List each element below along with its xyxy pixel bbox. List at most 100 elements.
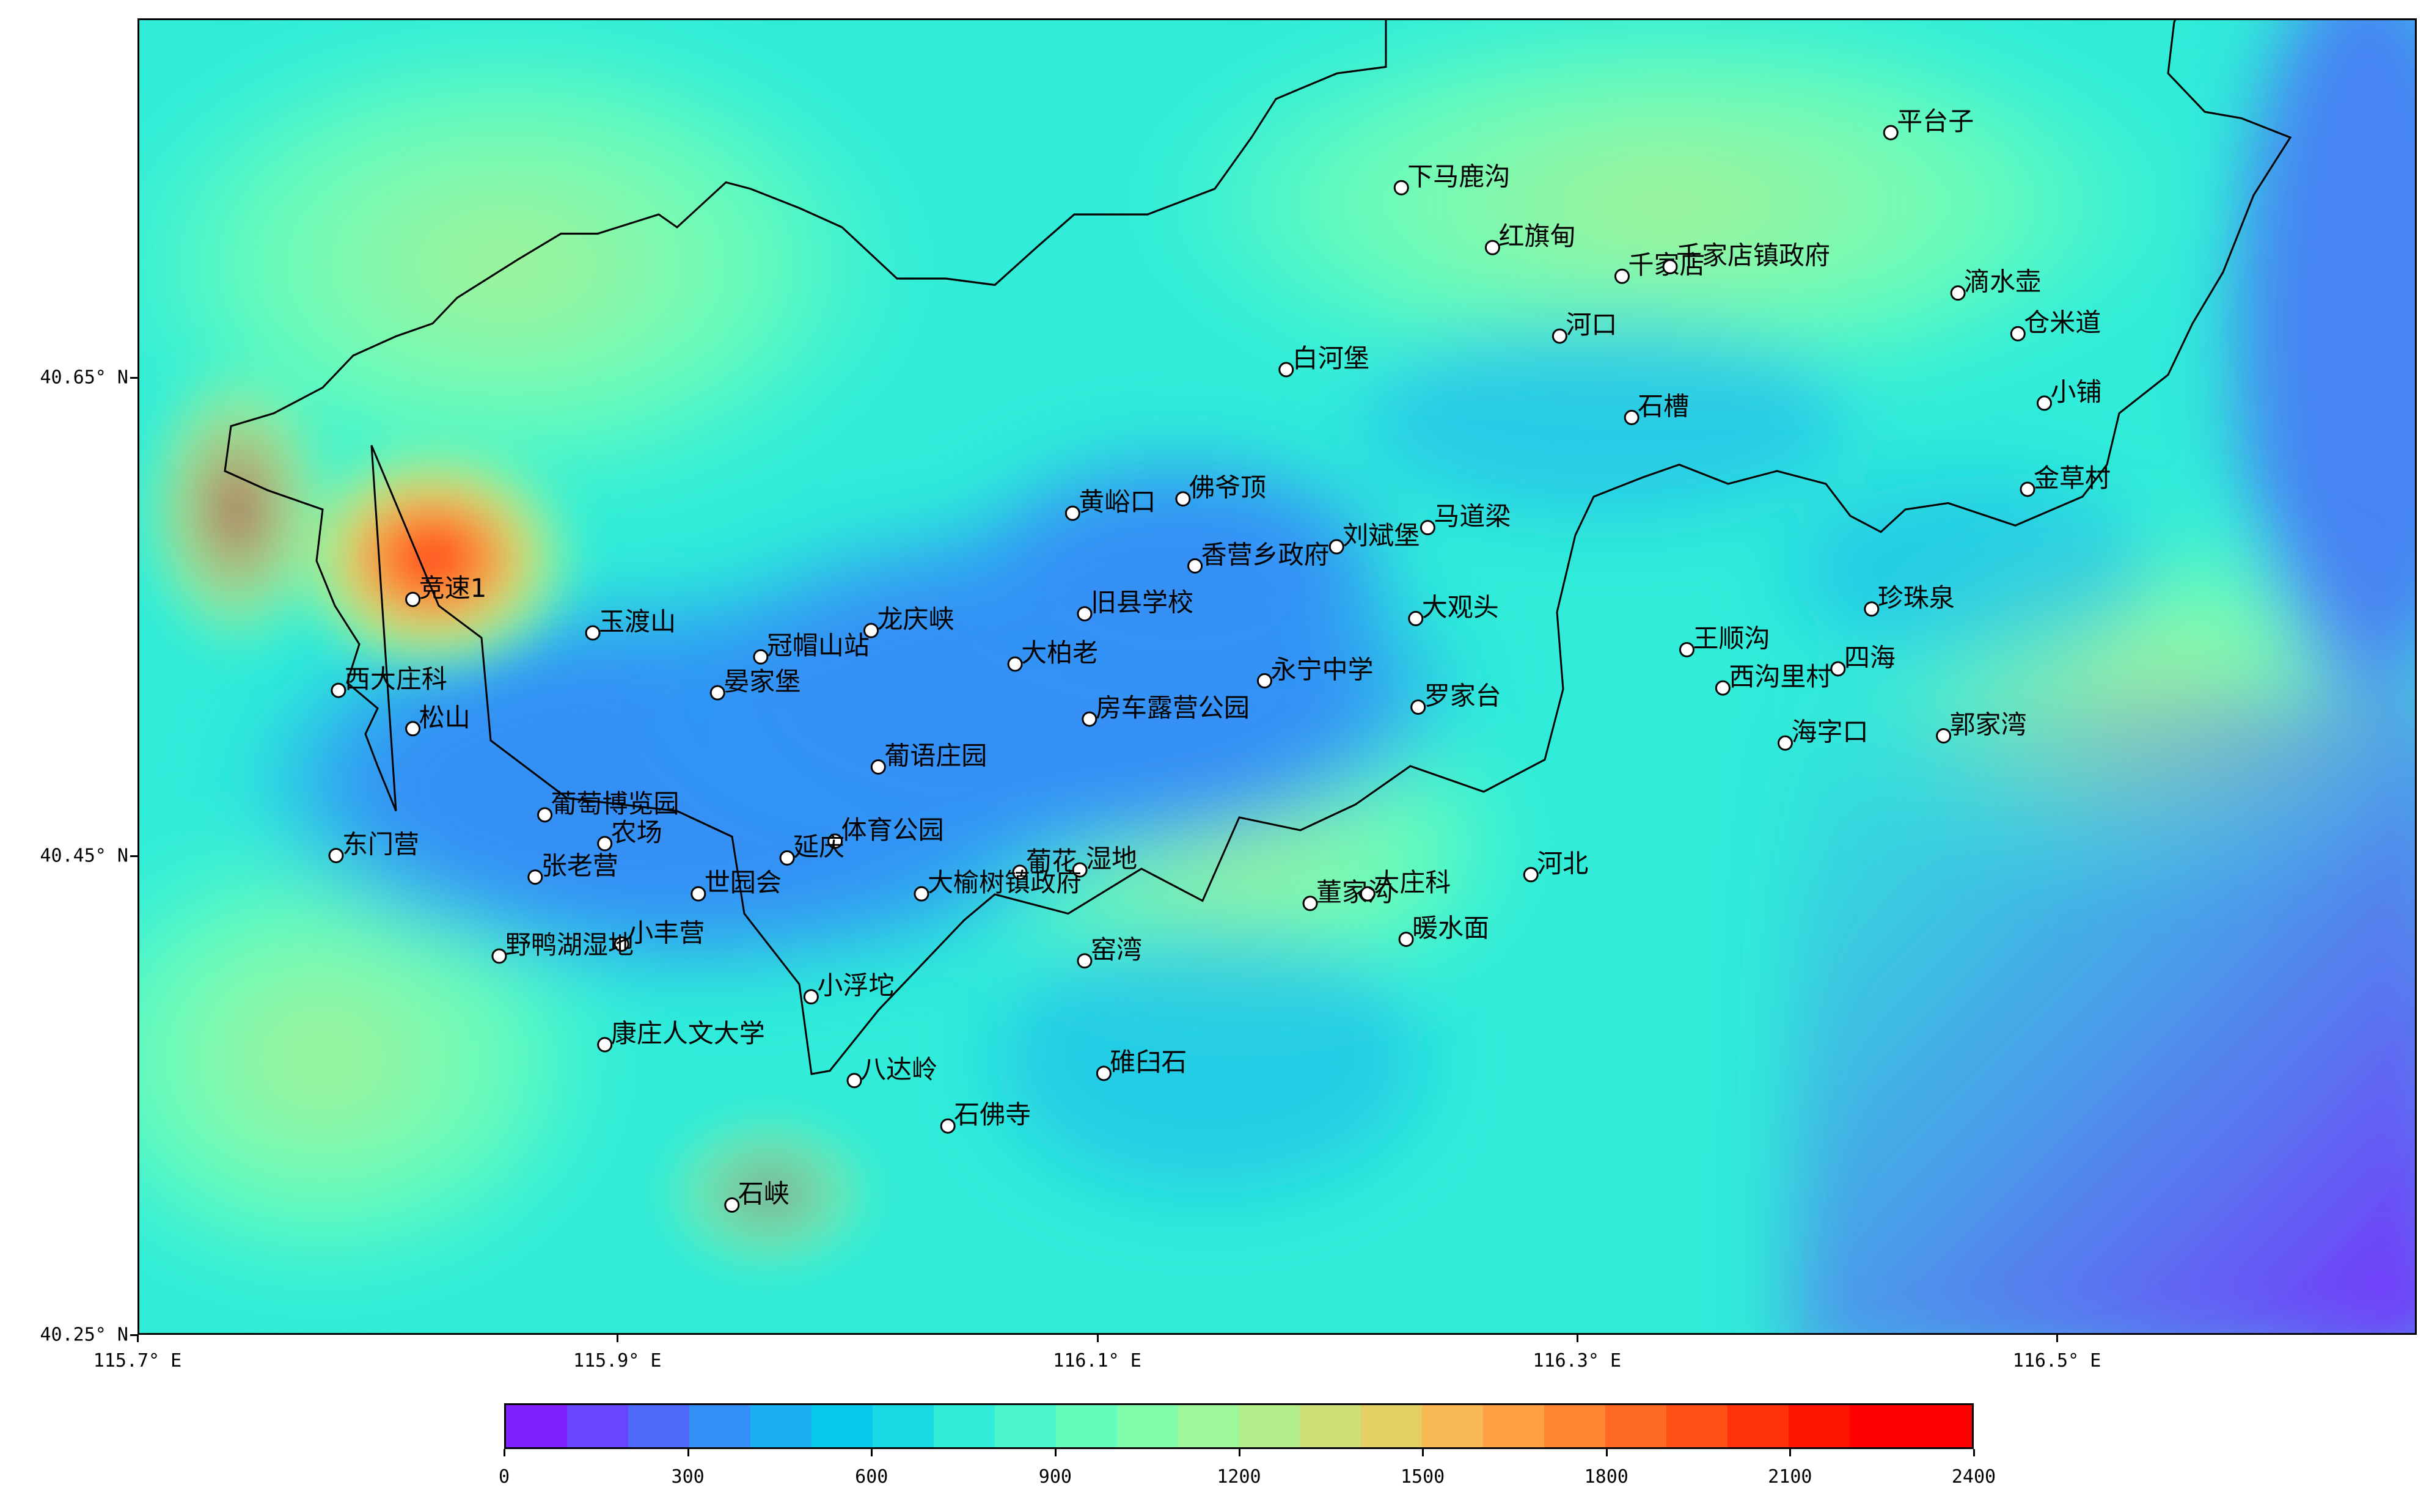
station-label: 小浮坨 [817, 971, 894, 1001]
lon-tick-label: 116.5° E [2012, 1350, 2101, 1371]
station-marker: 小浮坨 [803, 971, 894, 1005]
station-label: 河北 [1537, 849, 1588, 878]
station-label: 竞速1 [419, 573, 487, 603]
station-dot [614, 936, 629, 952]
colorbar-segment [1910, 1405, 1972, 1447]
station-marker: 张老营 [527, 851, 618, 885]
colorbar-segment [994, 1405, 1056, 1447]
station-dot [328, 847, 344, 863]
colorbar-tick-label: 600 [855, 1466, 888, 1488]
colorbar-tick-mark [1054, 1449, 1057, 1456]
colorbar-tick-mark [687, 1449, 689, 1456]
lon-tick-label: 116.1° E [1053, 1350, 1141, 1371]
station-layer: 平台子下马鹿沟红旗甸千家店千家店镇政府滴水壶仓米道河口白河堡小铺石槽金草村佛爷顶… [328, 106, 2111, 1213]
lon-tick-label: 116.3° E [1533, 1350, 1622, 1371]
station-label: 大柏老 [1021, 638, 1098, 668]
colorbar-tick-mark [1422, 1449, 1424, 1456]
station-marker: 黄峪口 [1064, 487, 1156, 521]
colorbar-segment [1422, 1405, 1484, 1447]
lon-tick-mark [617, 1335, 619, 1342]
station-dot [1398, 932, 1414, 948]
station-dot [1302, 896, 1318, 911]
station-marker: 滴水壶 [1950, 267, 2041, 301]
station-dot [870, 759, 886, 775]
station-label: 西沟里村 [1729, 662, 1831, 692]
station-label: 黄峪口 [1079, 487, 1156, 517]
station-label: 野鸭湖湿地 [505, 930, 634, 960]
station-dot [1950, 285, 1966, 301]
station-dot [1715, 680, 1731, 696]
colorbar-segment [689, 1405, 750, 1447]
station-label: 玉渡山 [599, 607, 676, 637]
station-marker: 冠帽山站 [753, 630, 870, 665]
station-dot [1096, 1065, 1112, 1081]
colorbar-segment [1789, 1405, 1850, 1447]
lat-tick-mark [130, 855, 137, 858]
station-label: 晏家堡 [724, 667, 801, 696]
station-dot [1936, 728, 1952, 744]
station-label: 农场 [611, 817, 662, 847]
station-label: 湿地 [1086, 844, 1137, 874]
station-dot [1278, 362, 1294, 378]
station-dot [1393, 180, 1409, 195]
station-label: 滴水壶 [1964, 267, 2041, 297]
elevation-map-svg: 平台子下马鹿沟红旗甸千家店千家店镇政府滴水壶仓米道河口白河堡小铺石槽金草村佛爷顶… [139, 20, 2415, 1333]
station-label: 房车露营公园 [1096, 693, 1250, 723]
colorbar-segment [1116, 1405, 1178, 1447]
station-dot [2036, 395, 2052, 411]
station-marker: 大柏老 [1007, 638, 1098, 672]
station-marker: 金草村 [2020, 463, 2111, 497]
station-label: 董家沟 [1316, 877, 1393, 907]
station-dot [1679, 641, 1694, 657]
station-label: 白河堡 [1292, 343, 1369, 373]
station-dot [1777, 735, 1793, 751]
colorbar-tick-label: 0 [498, 1466, 510, 1488]
station-marker: 小铺 [2036, 377, 2102, 411]
station-marker: 永宁中学 [1256, 654, 1373, 688]
station-dot [597, 1037, 613, 1053]
station-dot [405, 591, 421, 607]
station-label: 下马鹿沟 [1407, 161, 1510, 191]
station-label: 康庄人文大学 [611, 1018, 765, 1048]
station-label: 小铺 [2050, 377, 2101, 407]
station-marker: 珍珠泉 [1864, 583, 1955, 617]
colorbar-tick-label: 1500 [1401, 1466, 1445, 1488]
station-label: 张老营 [541, 851, 618, 881]
station-dot [1614, 268, 1630, 284]
station-dot [597, 836, 613, 852]
station-dot [1830, 661, 1846, 677]
station-dot [724, 1197, 740, 1213]
lat-tick-label: 40.65° N [40, 367, 129, 389]
station-dot [1328, 539, 1344, 555]
station-label: 冠帽山站 [767, 630, 870, 660]
station-dot [846, 1073, 862, 1089]
colorbar-tick-label: 1800 [1584, 1466, 1628, 1488]
station-label: 马道梁 [1434, 502, 1511, 531]
colorbar-segment [1727, 1405, 1789, 1447]
station-marker: 白河堡 [1278, 343, 1369, 378]
station-label: 葡花 [1026, 846, 1077, 876]
station-marker: 暖水面 [1398, 913, 1489, 948]
colorbar-segment [933, 1405, 995, 1447]
station-dot [1175, 491, 1191, 507]
station-marker: 湿地 [1072, 844, 1137, 878]
station-marker: 仓米道 [2010, 307, 2101, 341]
station-label: 石槽 [1638, 391, 1689, 421]
station-label: 暖水面 [1412, 913, 1489, 943]
station-marker: 千家店镇政府 [1662, 241, 1830, 275]
colorbar-tick-mark [1973, 1449, 1975, 1456]
station-marker: 农场 [597, 817, 662, 852]
colorbar-segment [1666, 1405, 1728, 1447]
station-marker: 佛爷顶 [1175, 473, 1266, 507]
lat-tick-label: 40.25° N [40, 1324, 129, 1346]
station-marker: 香营乡政府 [1187, 539, 1330, 574]
station-dot [1256, 673, 1272, 688]
station-dot [1012, 864, 1028, 880]
terrain-shading [139, 20, 2415, 1333]
station-label: 大观头 [1422, 593, 1499, 623]
station-marker: 八达岭 [846, 1054, 937, 1089]
station-marker: 石峡 [724, 1179, 790, 1213]
station-dot [2020, 481, 2035, 497]
station-label: 仓米道 [2024, 307, 2101, 337]
station-marker: 葡语庄园 [870, 740, 987, 775]
